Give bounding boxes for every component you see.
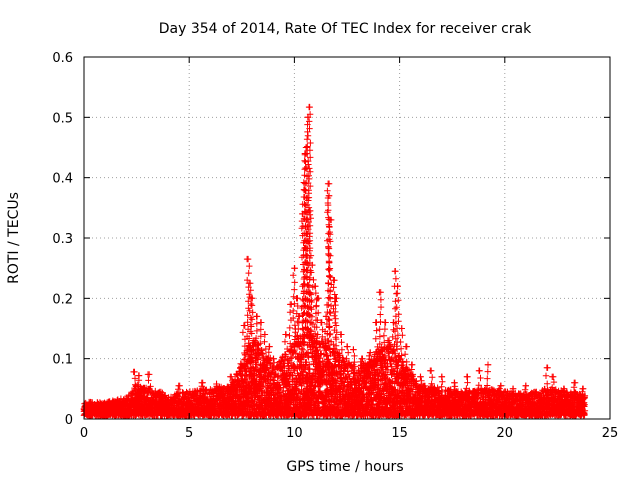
data-point <box>249 353 256 361</box>
chart-title: Day 354 of 2014, Rate Of TEC Index for r… <box>159 21 532 37</box>
data-point <box>259 350 266 357</box>
data-point <box>253 355 261 362</box>
grid-layer <box>84 57 610 419</box>
data-point <box>162 392 169 399</box>
data-point <box>254 356 262 363</box>
data-points-layer <box>80 103 589 419</box>
